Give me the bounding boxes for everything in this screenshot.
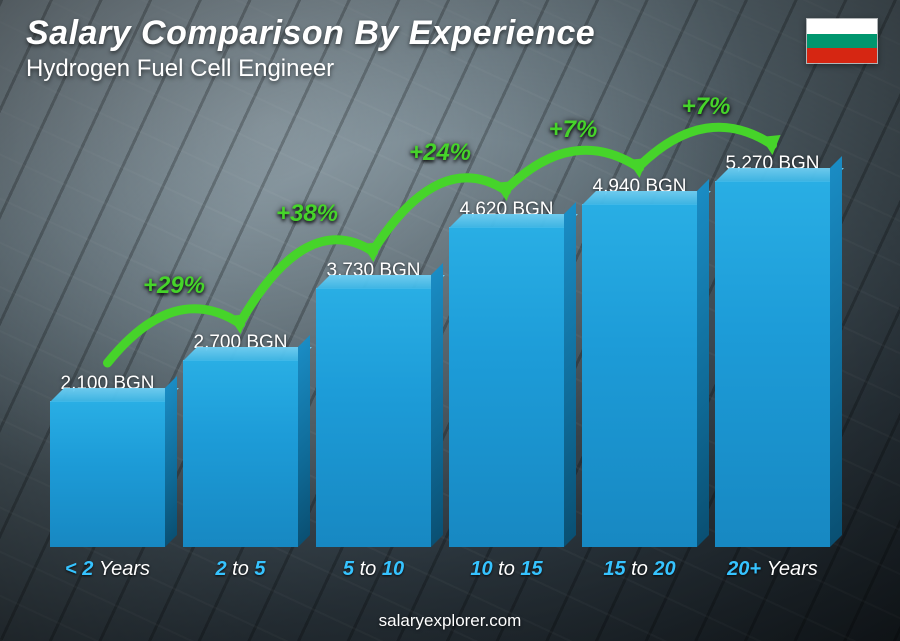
bar <box>582 204 697 547</box>
x-axis-label: 10 to 15 <box>449 558 564 581</box>
bar <box>183 360 298 547</box>
x-axis-label: < 2 Years <box>50 558 165 581</box>
bar <box>316 288 431 547</box>
x-axis-label: 15 to 20 <box>582 558 697 581</box>
x-axis-label: 20+ Years <box>715 558 830 581</box>
footer-attribution: salaryexplorer.com <box>0 611 900 631</box>
bar-chart: 2,100 BGN2,700 BGN3,730 BGN4,620 BGN4,94… <box>40 110 840 581</box>
bar-slot: 3,730 BGN <box>316 260 431 547</box>
bar-slot: 4,620 BGN <box>449 199 564 547</box>
x-axis-label: 5 to 10 <box>316 558 431 581</box>
infographic-stage: Salary Comparison By Experience Hydrogen… <box>0 0 900 641</box>
bars-container: 2,100 BGN2,700 BGN3,730 BGN4,620 BGN4,94… <box>40 110 840 547</box>
chart-title: Salary Comparison By Experience <box>26 14 595 53</box>
x-axis-labels: < 2 Years 2 to 5 5 to 10 10 to 15 15 to 20 20… <box>40 558 840 581</box>
bar-slot: 4,940 BGN <box>582 176 697 547</box>
bar <box>449 227 564 547</box>
title-block: Salary Comparison By Experience Hydrogen… <box>26 14 595 83</box>
bar-slot: 5,270 BGN <box>715 153 830 547</box>
bar <box>715 181 830 547</box>
bar-slot: 2,100 BGN <box>50 373 165 547</box>
bar-slot: 2,700 BGN <box>183 332 298 547</box>
chart-subtitle: Hydrogen Fuel Cell Engineer <box>26 55 595 83</box>
x-axis-label: 2 to 5 <box>183 558 298 581</box>
flag-bulgaria-icon <box>806 18 878 64</box>
bar <box>50 401 165 547</box>
